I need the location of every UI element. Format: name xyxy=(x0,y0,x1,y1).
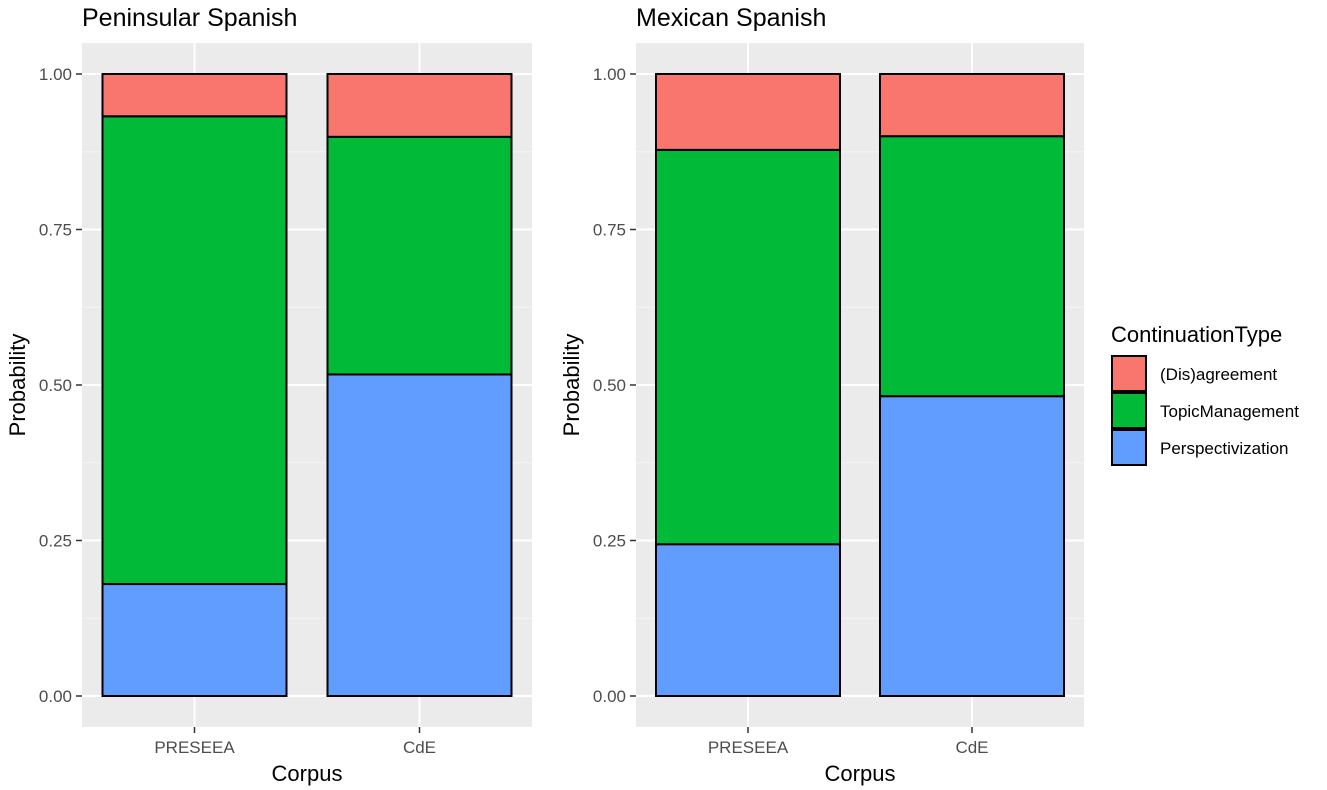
legend-title: ContinuationType xyxy=(1111,322,1282,347)
x-tick-label: CdE xyxy=(955,738,988,757)
y-tick-label: 0.75 xyxy=(593,221,626,240)
bar-segment-dis-agreement xyxy=(879,73,1065,138)
y-tick-label: 0.50 xyxy=(39,376,72,395)
bar-segment-topicmanagement xyxy=(101,115,288,586)
bar-segment-dis-agreement xyxy=(655,73,841,151)
y-tick-label: 0.00 xyxy=(593,687,626,706)
y-tick-label: 0.00 xyxy=(39,687,72,706)
y-tick-label: 0.25 xyxy=(593,532,626,551)
panel-title: Mexican Spanish xyxy=(636,4,826,32)
x-axis-title: Corpus xyxy=(825,761,896,786)
panel-peninsular-spanish: Peninsular Spanish 0.00 0.25 0.50 0.75 1.00 PR… xyxy=(5,4,532,786)
bar-segment-dis-agreement xyxy=(326,73,513,138)
x-tick-label: CdE xyxy=(403,738,436,757)
bar-segment-perspectivization xyxy=(655,543,841,697)
legend-label: (Dis)agreement xyxy=(1160,365,1277,384)
y-tick-label: 0.25 xyxy=(39,532,72,551)
bar-segment-dis-agreement xyxy=(101,73,288,118)
bar-segment-perspectivization xyxy=(326,373,513,697)
y-tick-label: 1.00 xyxy=(39,65,72,84)
legend-swatch xyxy=(1111,429,1147,466)
legend: ContinuationType (Dis)agreement TopicManag… xyxy=(1111,322,1299,466)
panel-title: Peninsular Spanish xyxy=(82,4,297,32)
legend-label: Perspectivization xyxy=(1160,439,1289,458)
x-tick-label: PRESEEA xyxy=(154,738,235,757)
bar-segment-topicmanagement xyxy=(879,135,1065,398)
x-axis-title: Corpus xyxy=(272,761,343,786)
bar-segment-topicmanagement xyxy=(655,148,841,546)
panel-mexican-spanish: Mexican Spanish 0.00 0.25 0.50 0.75 1.00 PRESE… xyxy=(559,4,1084,786)
y-tick-label: 0.50 xyxy=(593,376,626,395)
bar-segment-perspectivization xyxy=(879,395,1065,697)
y-tick-label: 0.75 xyxy=(39,221,72,240)
x-tick-label: PRESEEA xyxy=(708,738,789,757)
legend-swatch xyxy=(1111,392,1147,429)
y-tick-label: 1.00 xyxy=(593,65,626,84)
legend-swatch xyxy=(1111,355,1147,392)
y-axis-title: Probability xyxy=(5,334,30,437)
legend-label: TopicManagement xyxy=(1160,402,1299,421)
y-axis-title: Probability xyxy=(559,334,584,437)
bar-segment-perspectivization xyxy=(101,583,288,697)
bar-segment-topicmanagement xyxy=(326,135,513,376)
